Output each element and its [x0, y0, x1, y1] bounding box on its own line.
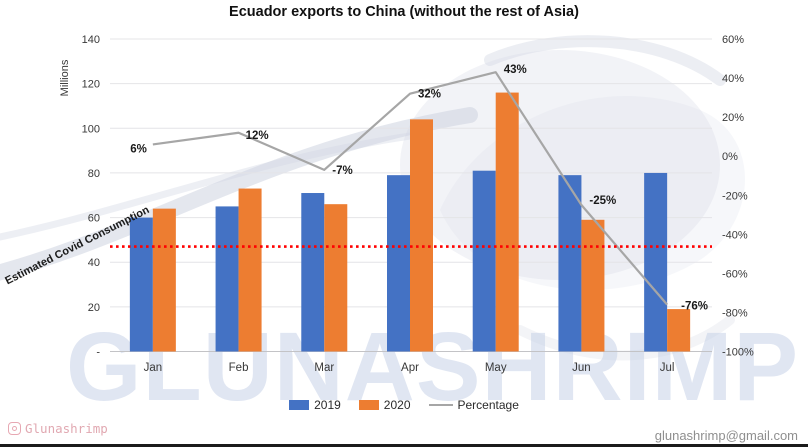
left-axis-tick: 20 [88, 302, 100, 314]
legend-label-2019: 2019 [314, 398, 341, 412]
bar-2019-feb [215, 206, 239, 352]
x-axis-label-jun: Jun [572, 362, 591, 374]
bar-2020-jun [581, 219, 605, 352]
left-axis-tick: 100 [82, 123, 100, 135]
right-axis-tick: 0% [722, 151, 738, 163]
percentage-label-jun: -25% [589, 195, 616, 207]
right-axis-tick: -60% [722, 268, 748, 280]
bar-2019-jan [129, 217, 153, 352]
chart-title: Ecuador exports to China (without the re… [229, 4, 579, 20]
bar-2019-jul [644, 172, 668, 352]
x-axis-label-jan: Jan [144, 362, 163, 374]
legend-label-percentage: Percentage [457, 398, 519, 412]
right-axis-tick: 20% [722, 112, 744, 124]
percentage-label-mar: -7% [332, 165, 352, 177]
right-axis-tick: -100% [722, 347, 754, 359]
percentage-label-jul: -76% [681, 301, 708, 313]
percentage-label-jan: 6% [130, 143, 147, 155]
chart-legend: 2019 2020 Percentage [0, 398, 808, 412]
legend-swatch-2020 [358, 400, 379, 410]
bar-2020-jul [667, 309, 691, 352]
chart-canvas: - 20 40 60 80 100 120 140 -100% -80% -60% -40% -20% 0… [59, 34, 754, 374]
bar-2020-may [495, 92, 519, 352]
right-axis-tick: 40% [722, 73, 744, 85]
left-axis-tick: 120 [82, 79, 100, 91]
left-axis-tick: 40 [88, 257, 100, 269]
bar-2020-jan [152, 208, 176, 352]
percentage-label-apr: 32% [418, 89, 441, 101]
left-axis-tick: - [96, 347, 100, 359]
x-axis-label-mar: Mar [314, 362, 334, 374]
right-axis-tick: 60% [722, 34, 744, 46]
legend-item-percentage: Percentage [428, 398, 519, 412]
bar-2020-apr [410, 119, 433, 352]
legend-swatch-2019 [289, 400, 310, 410]
left-axis-title: Millions [59, 59, 71, 96]
bar-2020-mar [324, 204, 348, 352]
contact-email: glunashrimp@gmail.com [654, 428, 798, 443]
right-axis-tick: -40% [722, 229, 748, 241]
legend-line-swatch-percentage [428, 404, 453, 406]
bar-2019-may [472, 170, 496, 352]
social-handle-text: Glunashrimp [25, 421, 108, 436]
legend-label-2020: 2020 [383, 398, 411, 412]
bar-2019-jun [558, 175, 582, 352]
percentage-label-may: 43% [504, 64, 527, 76]
legend-item-2020: 2020 [358, 398, 411, 412]
x-axis-label-jul: Jul [660, 362, 675, 374]
instagram-icon [8, 422, 21, 435]
percentage-label-feb: 12% [246, 130, 269, 142]
right-axis-tick: -80% [722, 307, 748, 319]
x-axis-label-apr: Apr [401, 362, 419, 374]
right-axis-tick: -20% [722, 190, 748, 202]
x-axis-label-feb: Feb [229, 362, 249, 374]
bar-2019-mar [301, 193, 325, 352]
left-axis-tick: 60 [88, 213, 100, 225]
bar-2020-feb [238, 188, 262, 352]
social-handle: Glunashrimp [8, 421, 108, 436]
bar-2019-apr [387, 175, 410, 352]
legend-item-2019: 2019 [289, 398, 341, 412]
x-axis-label-may: May [485, 362, 507, 374]
left-axis-tick: 80 [88, 168, 100, 180]
percentage-line [152, 71, 668, 306]
left-axis-tick: 140 [82, 34, 100, 46]
